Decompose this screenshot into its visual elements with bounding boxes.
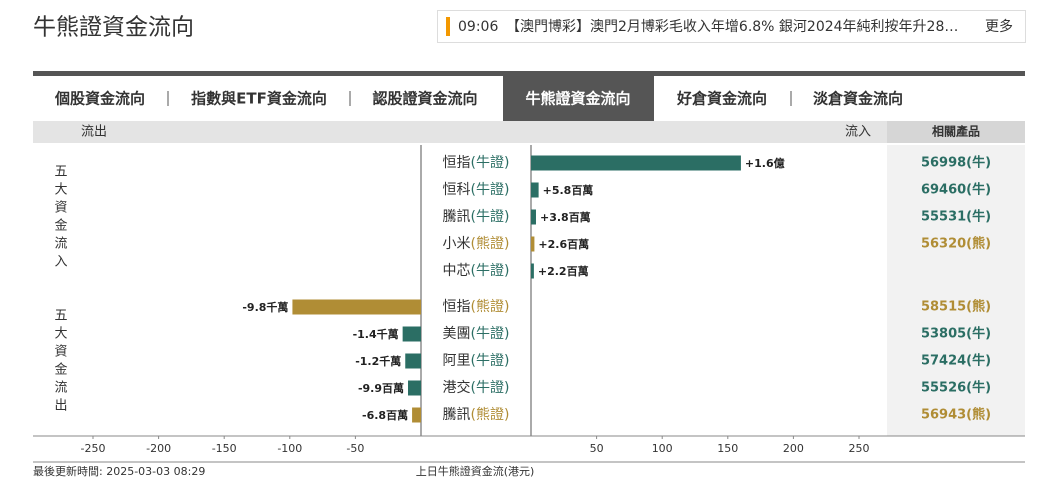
x-tick-label: -50 xyxy=(346,442,364,455)
bar xyxy=(405,353,421,369)
x-tick-label: 100 xyxy=(652,442,673,455)
category-kind: (牛證) xyxy=(471,325,510,342)
category-label: 恒科(牛證) xyxy=(443,181,510,198)
bar xyxy=(531,209,536,225)
category-label: 騰訊(牛證) xyxy=(443,208,510,225)
column-header: 相關產品 xyxy=(932,124,980,139)
bar xyxy=(292,299,421,315)
category-label: 中芯(牛證) xyxy=(443,262,510,279)
category-label: 港交(牛證) xyxy=(443,379,510,396)
category-name: 中芯 xyxy=(443,263,471,279)
value-label: +3.8百萬 xyxy=(540,210,591,224)
ticker-marker xyxy=(446,17,450,36)
bar xyxy=(412,407,421,423)
tab[interactable]: 指數與ETF資金流向 xyxy=(191,90,327,108)
category-name: 小米 xyxy=(443,236,471,252)
bar xyxy=(531,236,535,252)
table-header xyxy=(33,121,1025,143)
category-kind: (牛證) xyxy=(471,262,510,279)
category-name: 港交 xyxy=(443,379,471,396)
category-label: 恒指(牛證) xyxy=(443,154,510,171)
x-tick-label: -150 xyxy=(212,442,237,455)
category-kind: (牛證) xyxy=(471,379,510,396)
ticker-more[interactable]: 更多 xyxy=(985,18,1013,35)
tab[interactable]: 認股證資金流向 xyxy=(372,90,477,108)
category-kind: (牛證) xyxy=(471,208,510,225)
group-label: 五大資金流出 xyxy=(52,308,68,416)
value-label: -1.4千萬 xyxy=(353,327,399,341)
category-kind: (熊證) xyxy=(471,235,510,252)
product-link[interactable]: 55531(牛) xyxy=(921,209,991,225)
x-tick-label: 50 xyxy=(590,442,604,455)
ticker-headline[interactable]: 【澳門博彩】澳門2月博彩毛收入年增6.8% 銀河2024年純利按年升28… xyxy=(506,18,958,35)
x-tick-label: 250 xyxy=(849,442,870,455)
x-tick-label: -100 xyxy=(277,442,302,455)
category-label: 小米(熊證) xyxy=(443,235,510,252)
category-kind: (熊證) xyxy=(471,406,510,423)
group-label: 五大資金流入 xyxy=(52,164,68,272)
x-tick-label: 150 xyxy=(717,442,738,455)
product-link[interactable]: 57424(牛) xyxy=(921,353,991,369)
bar xyxy=(402,326,421,342)
value-label: -9.9百萬 xyxy=(358,381,404,395)
value-label: +2.2百萬 xyxy=(538,264,589,278)
category-name: 恒科 xyxy=(443,182,471,198)
product-link[interactable]: 55526(牛) xyxy=(921,380,991,396)
value-label: -1.2千萬 xyxy=(355,354,401,368)
product-link[interactable]: 69460(牛) xyxy=(921,182,991,198)
category-kind: (牛證) xyxy=(471,181,510,198)
bar xyxy=(531,263,534,279)
category-kind: (牛證) xyxy=(471,154,510,171)
product-link[interactable]: 56320(熊) xyxy=(921,236,991,252)
ticker-box xyxy=(437,10,1026,43)
tab[interactable]: 個股資金流向 xyxy=(54,90,145,108)
tab[interactable]: 好倉資金流向 xyxy=(676,90,767,108)
value-label: -6.8百萬 xyxy=(362,408,408,422)
product-column xyxy=(887,145,1025,436)
chart-caption: 上日牛熊證資金流(港元) xyxy=(416,464,535,478)
product-header xyxy=(887,121,1025,143)
active-tab-bg xyxy=(503,76,654,121)
tab[interactable]: 牛熊證資金流向 xyxy=(525,90,630,108)
product-link[interactable]: 58515(熊) xyxy=(921,299,991,315)
product-link[interactable]: 56943(熊) xyxy=(921,407,991,423)
tab[interactable]: 淡倉資金流向 xyxy=(813,90,903,108)
column-header: 流出 xyxy=(81,125,107,140)
category-name: 阿里 xyxy=(443,353,471,369)
value-label: -9.8千萬 xyxy=(242,300,288,314)
category-kind: (熊證) xyxy=(471,298,510,315)
x-tick-label: 200 xyxy=(783,442,804,455)
product-link[interactable]: 53805(牛) xyxy=(921,326,991,342)
value-label: +1.6億 xyxy=(745,156,785,170)
category-name: 騰訊 xyxy=(443,208,471,225)
category-name: 恒指 xyxy=(443,299,471,315)
bar xyxy=(531,182,539,198)
value-label: +5.8百萬 xyxy=(543,183,594,197)
x-tick-label: -200 xyxy=(146,442,171,455)
value-label: +2.6百萬 xyxy=(538,237,589,251)
bar xyxy=(408,380,421,396)
category-label: 美團(牛證) xyxy=(443,325,510,342)
bar xyxy=(531,155,741,171)
x-tick-label: -250 xyxy=(81,442,106,455)
page-title: 牛熊證資金流向 xyxy=(33,15,194,41)
category-kind: (牛證) xyxy=(471,352,510,369)
category-label: 騰訊(熊證) xyxy=(443,406,510,423)
column-header: 流入 xyxy=(845,125,871,140)
category-name: 恒指 xyxy=(443,155,471,171)
category-name: 騰訊 xyxy=(443,406,471,423)
tab-bar-top xyxy=(33,71,1025,76)
product-link[interactable]: 56998(牛) xyxy=(921,155,991,171)
category-label: 恒指(熊證) xyxy=(443,298,510,315)
category-label: 阿里(牛證) xyxy=(443,352,510,369)
ticker-time: 09:06 xyxy=(458,19,498,35)
category-name: 美團 xyxy=(443,326,471,342)
update-time: 最後更新時間: 2025-03-03 08:29 xyxy=(33,464,205,478)
